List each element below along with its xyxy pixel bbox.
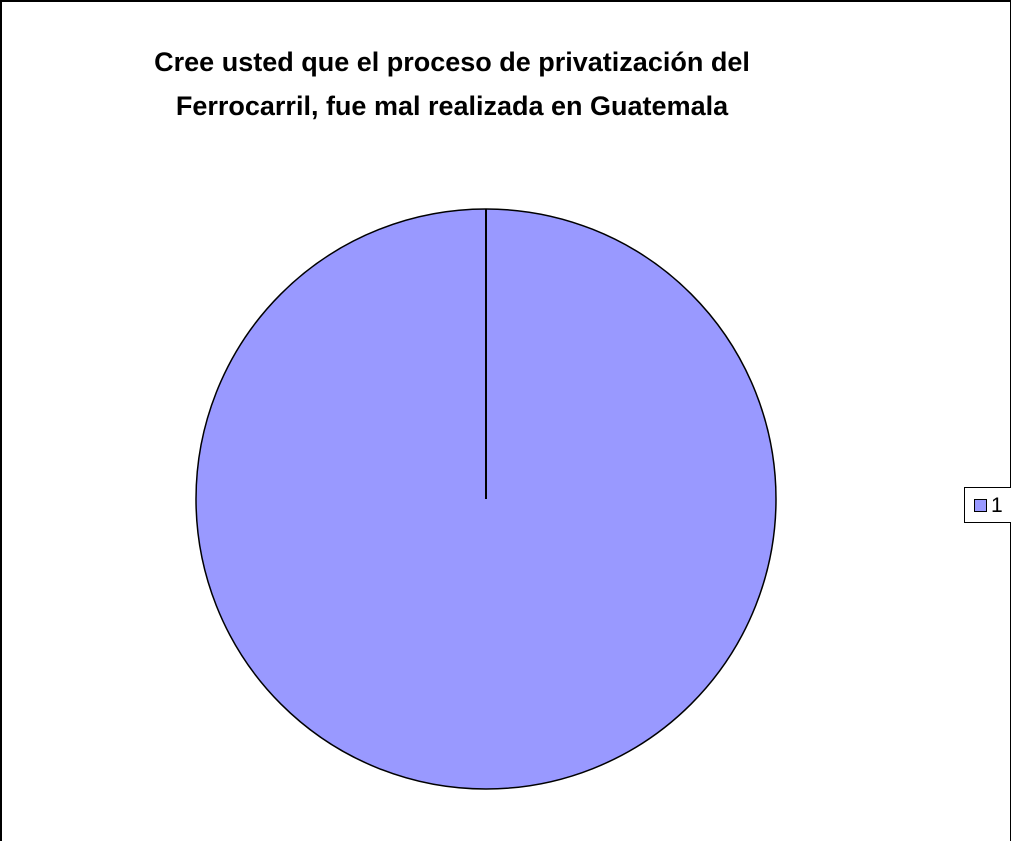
legend: 1 bbox=[964, 487, 1011, 523]
legend-label: 1 bbox=[991, 493, 1003, 517]
chart-title: Cree usted que el proceso de privatizaci… bbox=[154, 47, 750, 121]
legend-swatch bbox=[974, 498, 987, 512]
